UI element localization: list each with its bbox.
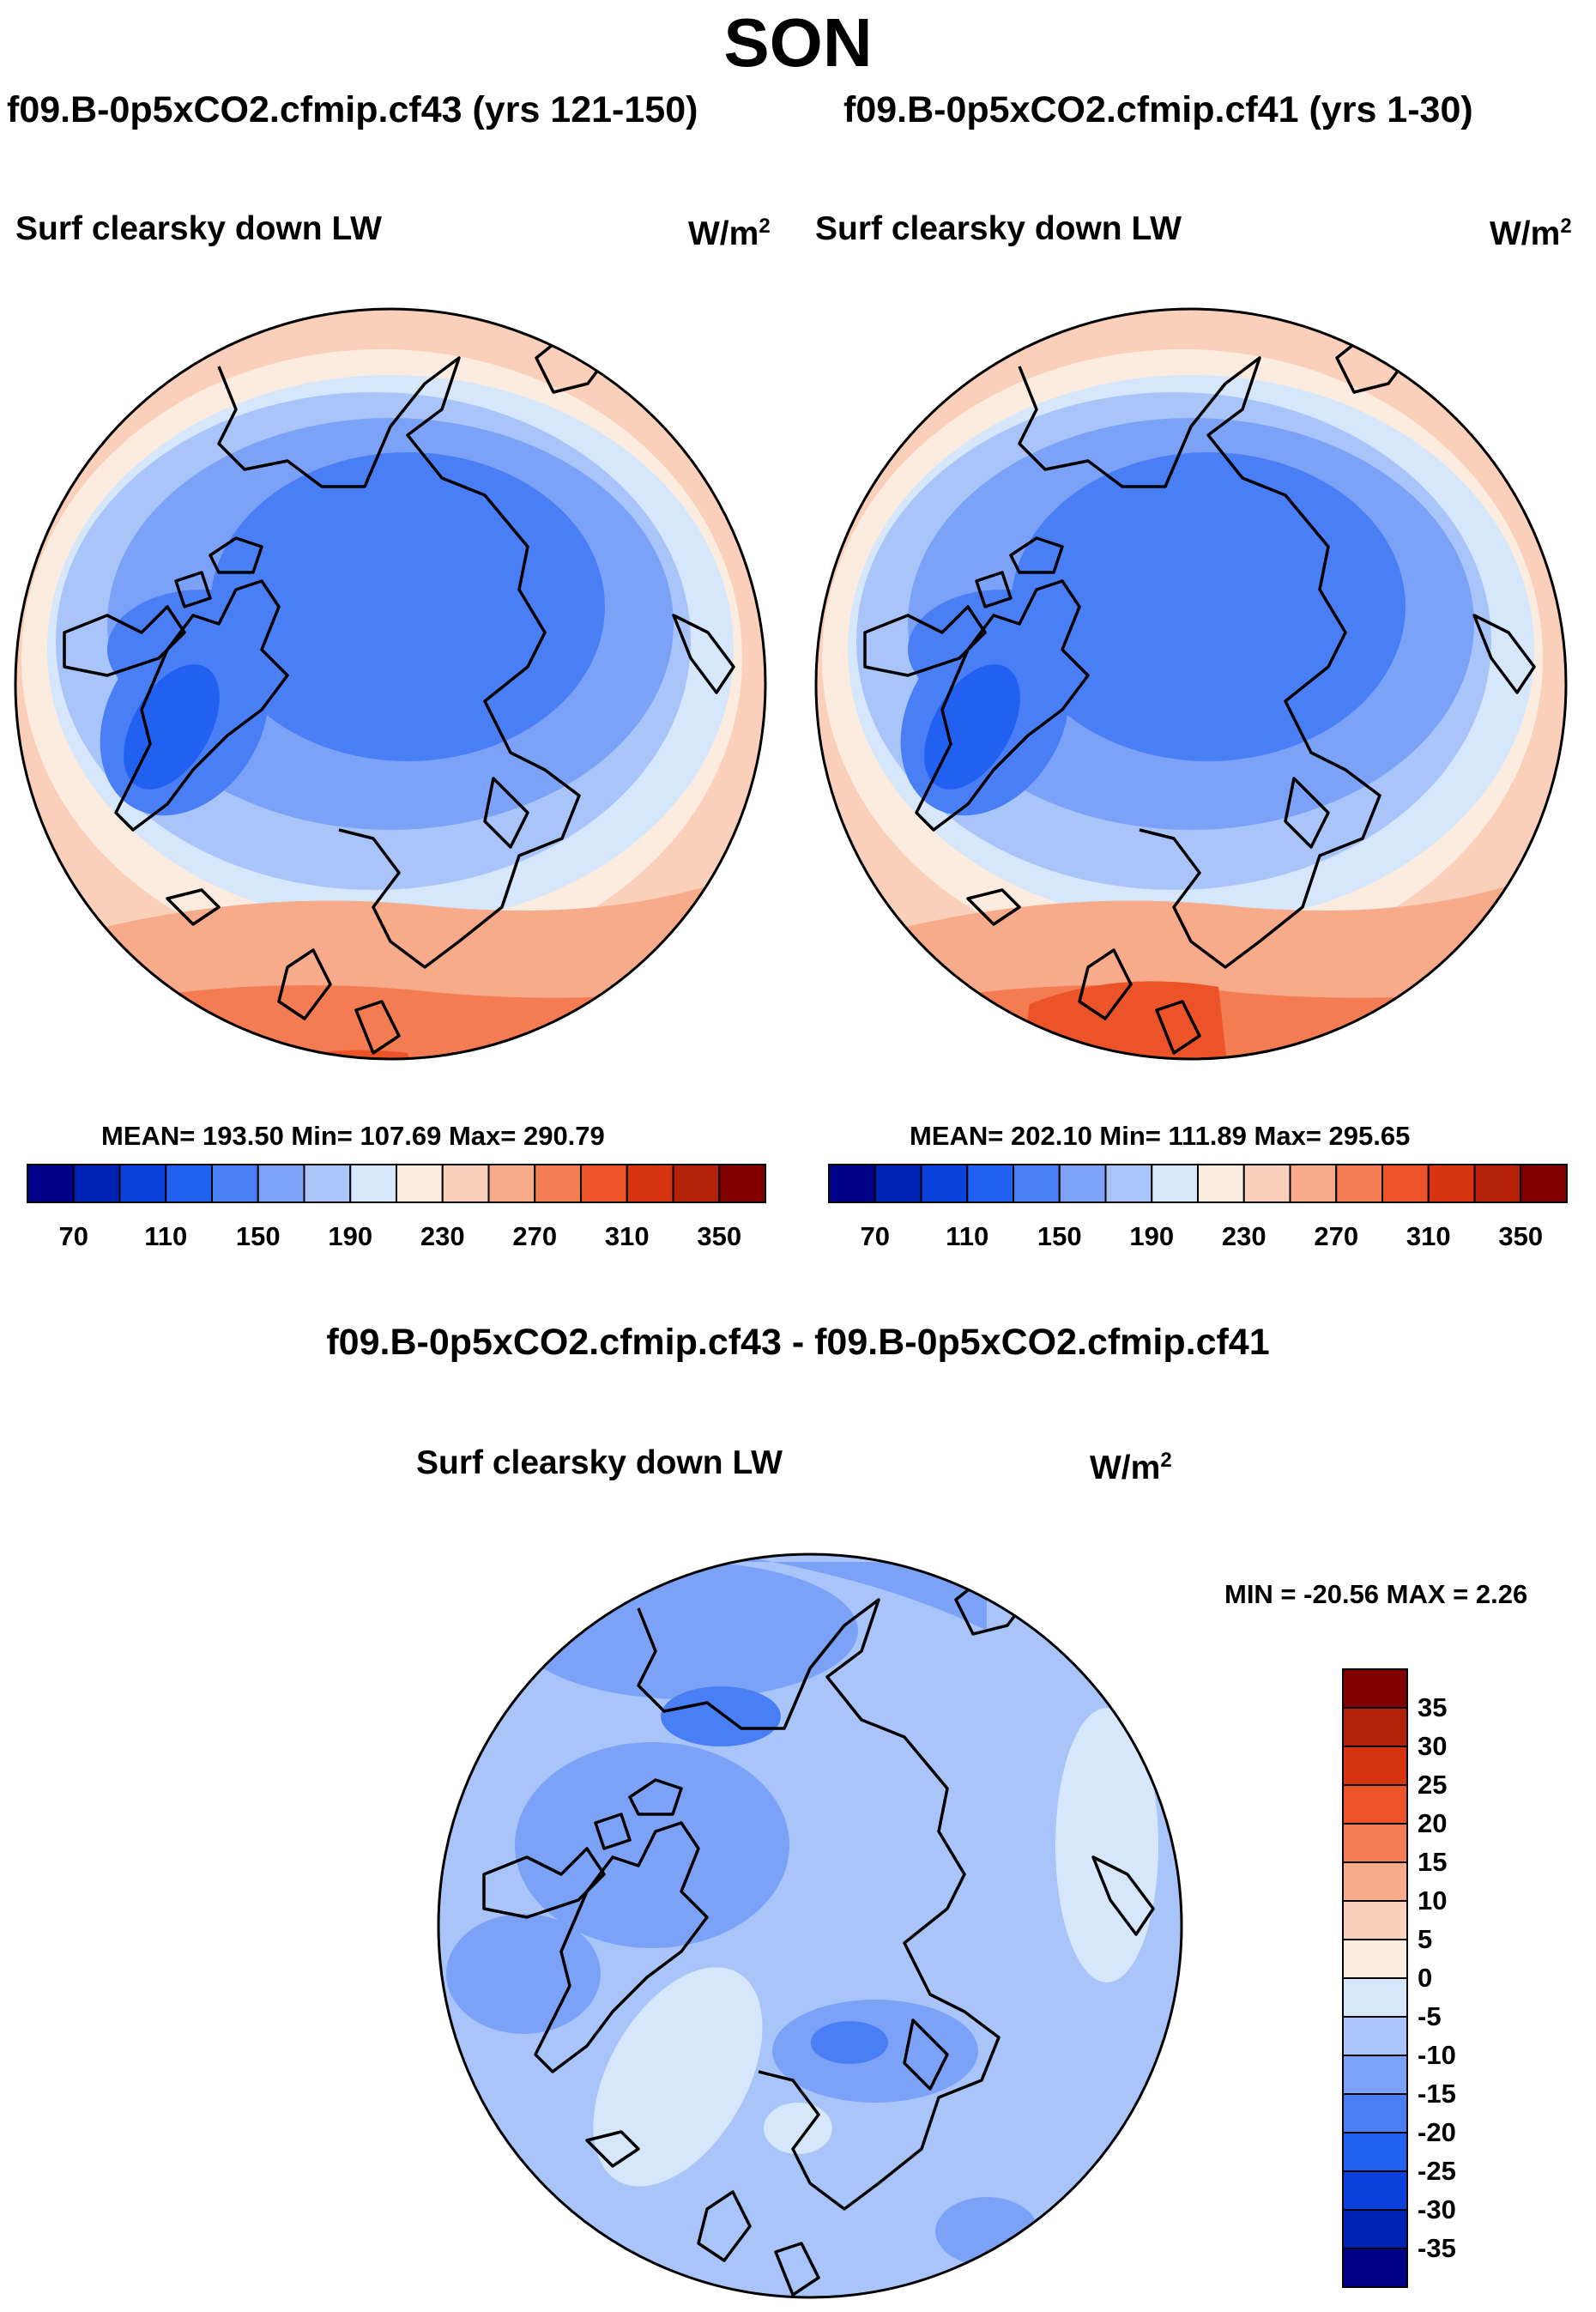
colorbar-swatch (1342, 2132, 1408, 2172)
panel-2-map (814, 307, 1568, 1061)
colorbar-swatch (580, 1164, 628, 1203)
colorbar-tick-label: 35 (1418, 1692, 1447, 1722)
colorbar-swatch (487, 1164, 536, 1203)
panel-2-units: W/m2 (1490, 215, 1572, 252)
colorbar-swatch (1381, 1164, 1430, 1203)
colorbar-tick-label: 0 (1418, 1963, 1432, 1993)
colorbar-tick-label: -15 (1418, 2079, 1456, 2109)
colorbar-tick-label: 25 (1418, 1770, 1447, 1800)
panel-1-run-title: f09.B-0p5xCO2.cfmip.cf43 (yrs 121-150) (7, 89, 698, 130)
colorbar-tick-label: 270 (1314, 1221, 1358, 1251)
colorbar-swatch (1013, 1164, 1061, 1203)
colorbar-swatch (1342, 1939, 1408, 1979)
colorbar-swatch (1520, 1164, 1568, 1203)
colorbar-tick-label: 350 (697, 1221, 741, 1251)
colorbar-tick-label: 5 (1418, 1924, 1432, 1954)
colorbar-swatch (828, 1164, 876, 1203)
colorbar-swatch (1197, 1164, 1245, 1203)
colorbar-swatch (1342, 1668, 1408, 1709)
panel-1-variable-name: Surf clearsky down LW (15, 210, 382, 247)
colorbar-swatch (1151, 1164, 1199, 1203)
colorbar-swatch (672, 1164, 721, 1203)
colorbar-swatch (257, 1164, 305, 1203)
colorbar-swatch (1342, 1707, 1408, 1747)
colorbar-swatch (1342, 2209, 1408, 2249)
colorbar-swatch (1427, 1164, 1476, 1203)
colorbar-swatch (1342, 1746, 1408, 1786)
colorbar-tick-label: -20 (1418, 2117, 1456, 2147)
colorbar-tick-label: 150 (236, 1221, 281, 1251)
colorbar-swatch (966, 1164, 1014, 1203)
colorbar-tick-label: 30 (1418, 1731, 1447, 1761)
colorbar-swatch (1242, 1164, 1291, 1203)
colorbar-swatch (1289, 1164, 1338, 1203)
panel-1-stats: MEAN= 193.50 Min= 107.69 Max= 290.79 (101, 1121, 605, 1151)
colorbar-swatch (874, 1164, 922, 1203)
difference-colorbar: 35 30 25 20 15 10 5 0 -5 -10 -15 -20 -25 -30 -35 (1342, 1668, 1456, 2288)
colorbar-swatch (920, 1164, 969, 1203)
colorbar-swatch (1342, 1861, 1408, 1902)
colorbar-swatch (211, 1164, 259, 1203)
colorbar-tick-label: 10 (1418, 1885, 1447, 1916)
colorbar-tick-label: 110 (144, 1221, 187, 1251)
colorbar-swatch (396, 1164, 444, 1203)
colorbar-tick-label: 310 (605, 1221, 650, 1251)
panel-2-colorbar: 70 110 150 190 230 270 310 350 (828, 1164, 1568, 1251)
colorbar-tick-label: 230 (420, 1221, 465, 1251)
colorbar-tick-label: -10 (1418, 2040, 1456, 2070)
panel-2-stats: MEAN= 202.10 Min= 111.89 Max= 295.65 (910, 1121, 1411, 1151)
colorbar-tick-label: 20 (1418, 1808, 1447, 1838)
colorbar-swatch (1342, 1900, 1408, 1940)
colorbar-swatch (441, 1164, 490, 1203)
colorbar-swatch (72, 1164, 121, 1203)
colorbar-swatch (1342, 2016, 1408, 2056)
colorbar-swatch (118, 1164, 167, 1203)
colorbar-tick-label: -30 (1418, 2194, 1456, 2224)
colorbar-swatch (1335, 1164, 1383, 1203)
colorbar-tick-label: 70 (861, 1221, 890, 1251)
colorbar-tick-label: -25 (1418, 2156, 1456, 2186)
difference-units: W/m2 (1090, 1449, 1172, 1486)
colorbar-tick-label: 70 (59, 1221, 88, 1251)
figure-title: SON (723, 4, 873, 81)
colorbar-swatch (165, 1164, 213, 1203)
colorbar-tick-label: 310 (1406, 1221, 1451, 1251)
colorbar-tick-label: 110 (946, 1221, 988, 1251)
colorbar-swatch (1342, 1977, 1408, 2018)
colorbar-swatch (27, 1164, 75, 1203)
difference-title: f09.B-0p5xCO2.cfmip.cf43 - f09.B-0p5xCO2… (326, 1322, 1270, 1363)
colorbar-tick-label: 150 (1037, 1221, 1082, 1251)
colorbar-swatch (1473, 1164, 1522, 1203)
colorbar-swatch (1342, 1823, 1408, 1863)
colorbar-swatch (1342, 2248, 1408, 2288)
colorbar-tick-label: 270 (512, 1221, 557, 1251)
colorbar-tick-label: 230 (1222, 1221, 1267, 1251)
panel-2-run-title: f09.B-0p5xCO2.cfmip.cf41 (yrs 1-30) (843, 89, 1473, 130)
colorbar-tick-label: 15 (1418, 1847, 1447, 1877)
colorbar-swatch (1058, 1164, 1107, 1203)
panel-1-colorbar: 70 110 150 190 230 270 310 350 (27, 1164, 766, 1251)
colorbar-swatch (349, 1164, 397, 1203)
panel-1-units: W/m2 (688, 215, 771, 252)
colorbar-swatch (1104, 1164, 1153, 1203)
colorbar-swatch (718, 1164, 766, 1203)
colorbar-tick-label: -35 (1418, 2233, 1456, 2263)
colorbar-swatch (534, 1164, 582, 1203)
colorbar-swatch (1342, 1784, 1408, 1825)
panel-2-variable-name: Surf clearsky down LW (815, 210, 1182, 247)
colorbar-tick-label: 190 (1129, 1221, 1174, 1251)
colorbar-swatch (303, 1164, 352, 1203)
colorbar-swatch (626, 1164, 674, 1203)
colorbar-tick-label: 190 (328, 1221, 372, 1251)
colorbar-swatch (1342, 2170, 1408, 2211)
difference-min-max: MIN = -20.56 MAX = 2.26 (1224, 1579, 1528, 1609)
difference-map (437, 1552, 1183, 2299)
colorbar-swatch (1342, 2055, 1408, 2095)
difference-variable-name: Surf clearsky down LW (416, 1444, 783, 1481)
colorbar-tick-label: -5 (1418, 2001, 1442, 2031)
colorbar-swatch (1342, 2093, 1408, 2133)
panel-1-map (14, 307, 767, 1061)
colorbar-tick-label: 350 (1498, 1221, 1543, 1251)
